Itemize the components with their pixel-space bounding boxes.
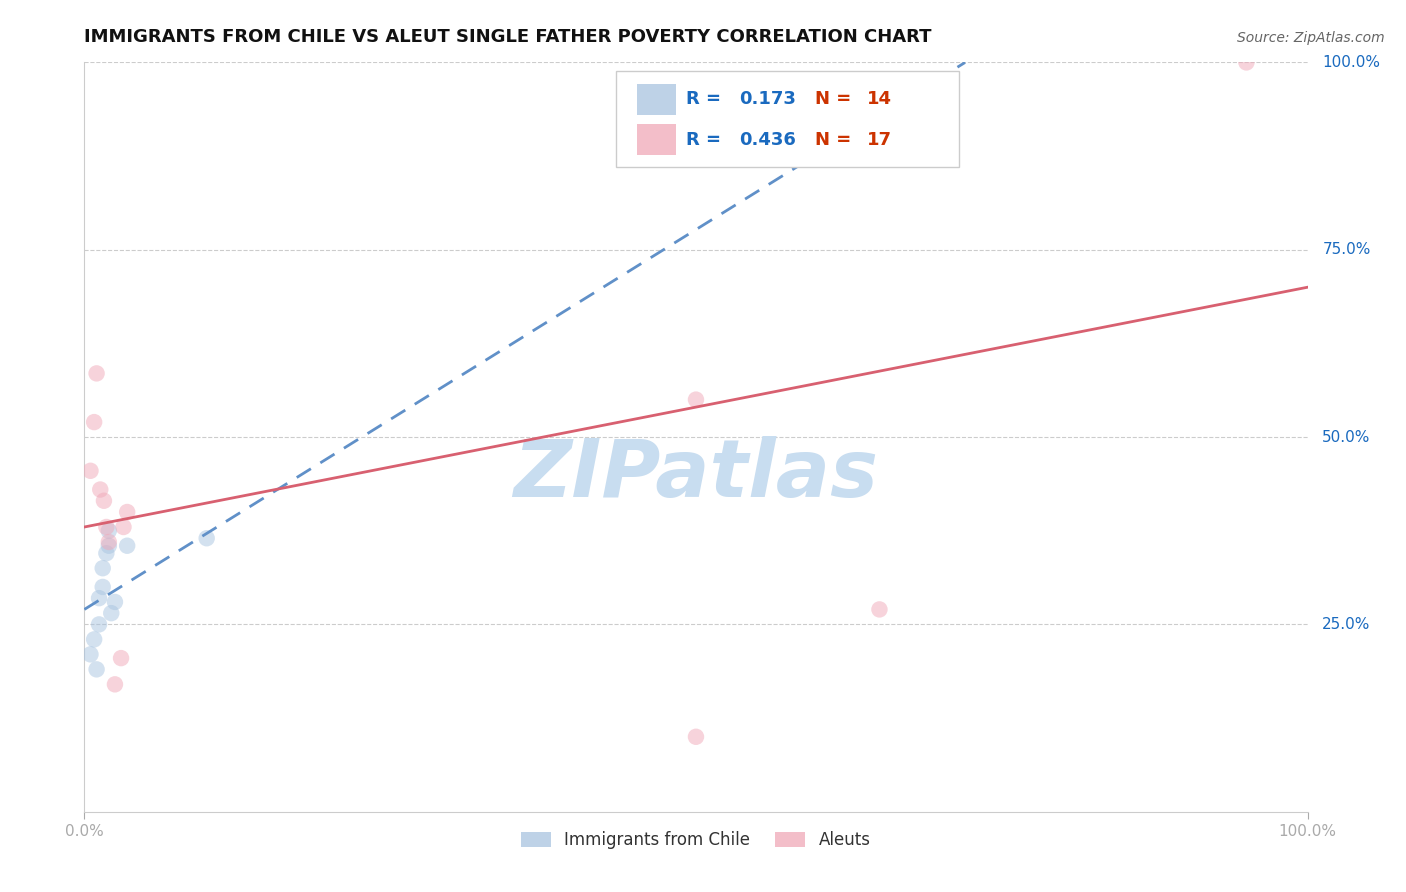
Text: 17: 17 — [868, 131, 893, 149]
Text: 100.0%: 100.0% — [1322, 55, 1381, 70]
Text: N =: N = — [814, 90, 858, 108]
Point — [89, 483, 111, 497]
Text: 75.0%: 75.0% — [1322, 243, 1371, 257]
Point — [87, 617, 110, 632]
Point — [79, 648, 101, 662]
Point — [91, 561, 114, 575]
Point — [195, 531, 218, 545]
Point — [93, 493, 115, 508]
Text: R =: R = — [686, 90, 727, 108]
Point — [83, 415, 105, 429]
Text: 50.0%: 50.0% — [1322, 430, 1371, 444]
Text: 0.173: 0.173 — [738, 90, 796, 108]
Point — [110, 651, 132, 665]
Point — [115, 505, 138, 519]
Legend: Immigrants from Chile, Aleuts: Immigrants from Chile, Aleuts — [515, 824, 877, 855]
Point — [100, 606, 122, 620]
Text: 0.436: 0.436 — [738, 131, 796, 149]
Point — [86, 367, 108, 381]
FancyBboxPatch shape — [637, 124, 676, 155]
Point — [869, 602, 891, 616]
Text: N =: N = — [814, 131, 858, 149]
Point — [87, 591, 110, 606]
Point — [685, 730, 707, 744]
FancyBboxPatch shape — [637, 84, 676, 114]
Text: 14: 14 — [868, 90, 893, 108]
Point — [86, 662, 108, 676]
Point — [1236, 55, 1258, 70]
Point — [685, 392, 707, 407]
Text: Source: ZipAtlas.com: Source: ZipAtlas.com — [1237, 31, 1385, 45]
Point — [104, 677, 127, 691]
Point — [115, 539, 138, 553]
Point — [79, 464, 101, 478]
Text: IMMIGRANTS FROM CHILE VS ALEUT SINGLE FATHER POVERTY CORRELATION CHART: IMMIGRANTS FROM CHILE VS ALEUT SINGLE FA… — [84, 28, 932, 45]
Point — [96, 520, 118, 534]
Point — [104, 595, 127, 609]
FancyBboxPatch shape — [616, 71, 959, 168]
Text: R =: R = — [686, 131, 727, 149]
Point — [97, 524, 120, 538]
Point — [96, 546, 118, 560]
Point — [83, 632, 105, 647]
Point — [97, 539, 120, 553]
Point — [112, 520, 135, 534]
Text: ZIPatlas: ZIPatlas — [513, 435, 879, 514]
Text: 25.0%: 25.0% — [1322, 617, 1371, 632]
Point — [91, 580, 114, 594]
Point — [97, 535, 120, 549]
